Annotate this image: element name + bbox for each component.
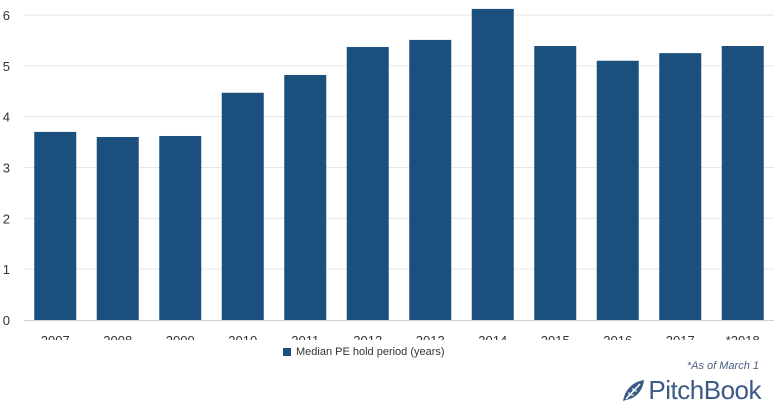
footnote: *As of March 1 (686, 360, 759, 372)
bar-2011 (284, 74, 327, 320)
x-tick-label: 2015 (541, 333, 570, 340)
y-axis-ticks: 0 1 2 3 4 5 6 (3, 8, 10, 328)
gridlines (24, 14, 774, 270)
y-tick-label: 6 (3, 8, 10, 23)
legend-swatch (283, 348, 291, 356)
brand-name: PitchBook (648, 375, 761, 405)
x-tick-label: 2013 (416, 333, 445, 340)
bar-2008 (96, 137, 139, 320)
pitchbook-logo: PitchBook (620, 375, 761, 406)
bar-2007 (34, 131, 77, 320)
bar-2010 (221, 92, 264, 321)
bar-2015 (534, 46, 577, 321)
y-tick-label: 0 (3, 313, 10, 328)
y-tick-label: 1 (3, 262, 10, 277)
x-tick-label: 2014 (478, 333, 507, 340)
x-tick-label: 2010 (228, 333, 257, 340)
y-tick-label: 3 (3, 161, 10, 176)
bar-2016 (596, 60, 639, 320)
bars (34, 8, 764, 321)
bar-2013 (409, 39, 452, 321)
bar-2012 (346, 47, 389, 321)
bar-2018 (721, 46, 764, 321)
y-tick-label: 2 (3, 211, 10, 226)
x-tick-label: 2012 (353, 333, 382, 340)
legend: Median PE hold period (years) (283, 346, 445, 358)
x-axis-ticks: 2007 2008 2009 2010 2011 2012 2013 2014 2015 2016… (41, 333, 760, 340)
y-tick-label: 4 (3, 110, 10, 125)
bar-2014 (471, 8, 514, 321)
x-tick-label: 2008 (103, 333, 132, 340)
x-tick-label: 2011 (291, 333, 319, 340)
bar-2009 (159, 135, 202, 320)
x-tick-label: 2009 (166, 333, 195, 340)
legend-label: Median PE hold period (years) (296, 346, 445, 358)
x-tick-label: 2007 (41, 333, 70, 340)
y-tick-label: 5 (3, 59, 10, 74)
x-tick-label: 2017 (666, 333, 695, 340)
bar-chart: 0 1 2 3 4 5 6 2007 2008 2009 2010 2011 2012 2013 2014… (3, 8, 774, 340)
x-tick-label: *2018 (726, 333, 760, 340)
pitchbook-leaf-icon (623, 379, 645, 401)
x-tick-label: 2016 (603, 333, 632, 340)
bar-2017 (659, 53, 702, 320)
